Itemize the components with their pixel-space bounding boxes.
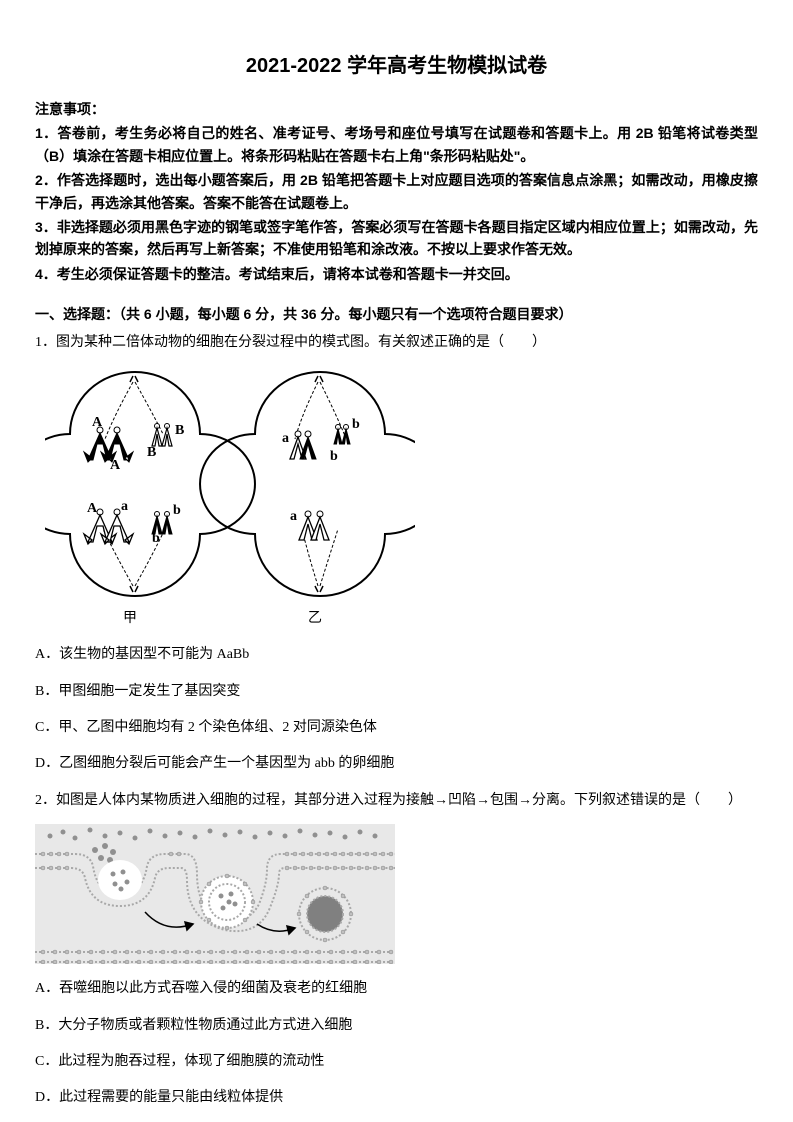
cell-jia: A A B B A a: [45, 372, 255, 596]
option: C．甲、乙图中细胞均有 2 个染色体组、2 对同源染色体: [35, 717, 758, 739]
figure-captions: 甲 乙: [45, 608, 758, 630]
chromosome-label: a: [282, 431, 289, 446]
caption-yi: 乙: [225, 608, 405, 630]
chromosome-label: A: [110, 458, 121, 473]
chromosome-label: A: [87, 501, 98, 516]
option: A．吞噬细胞以此方式吞噬入侵的细菌及衰老的红细胞: [35, 978, 758, 1000]
chromosome-label: B: [147, 445, 156, 460]
chromosome-label: B: [175, 423, 184, 438]
section-heading: 一、选择题：（共 6 小题，每小题 6 分，共 36 分。每小题只有一个选项符合…: [35, 303, 758, 325]
notice-item: 4．考生必须保证答题卡的整洁。考试结束后，请将本试卷和答题卡一并交回。: [35, 263, 758, 285]
cell-yi: a b b a: [200, 372, 415, 596]
chromosome-label: b: [352, 417, 360, 432]
figure-endocytosis: [35, 824, 758, 964]
notice-item: 1．答卷前，考生务必将自己的姓名、准考证号、考场号和座位号填写在试题卷和答题卡上…: [35, 122, 758, 167]
option: C．此过程为胞吞过程，体现了细胞膜的流动性: [35, 1051, 758, 1073]
notice-item: 2．作答选择题时，选出每小题答案后，用 2B 铅笔把答题卡上对应题目选项的答案信…: [35, 169, 758, 214]
cell-division-diagram: A A B B A a: [45, 364, 415, 604]
option: D．乙图细胞分裂后可能会产生一个基因型为 abb 的卵细胞: [35, 753, 758, 775]
chromosome-label: A: [92, 415, 103, 430]
chromosome-label: b: [173, 503, 181, 518]
option: A．该生物的基因型不可能为 AaBb: [35, 644, 758, 666]
page-title: 2021-2022 学年高考生物模拟试卷: [35, 50, 758, 82]
chromosome-label: b: [152, 531, 160, 546]
notice-item: 3．非选择题必须用黑色字迹的钢笔或签字笔作答，答案必须写在答题卡各题目指定区域内…: [35, 216, 758, 261]
question-stem: 1．图为某种二倍体动物的细胞在分裂过程中的模式图。有关叙述正确的是（ ）: [35, 332, 758, 354]
figure-cell-diagrams: A A B B A a: [45, 364, 758, 604]
option: B．大分子物质或者颗粒性物质通过此方式进入细胞: [35, 1015, 758, 1037]
caption-jia: 甲: [45, 608, 215, 630]
option: D．此过程需要的能量只能由线粒体提供: [35, 1087, 758, 1109]
notice-heading: 注意事项：: [35, 98, 758, 120]
question-stem: 2．如图是人体内某物质进入细胞的过程，其部分进入过程为接触→凹陷→包围→分离。下…: [35, 790, 758, 812]
option: B．甲图细胞一定发生了基因突变: [35, 681, 758, 703]
endocytosis-diagram: [35, 824, 395, 964]
chromosome-label: b: [330, 449, 338, 464]
chromosome-label: a: [290, 509, 297, 524]
chromosome-label: a: [121, 499, 128, 514]
